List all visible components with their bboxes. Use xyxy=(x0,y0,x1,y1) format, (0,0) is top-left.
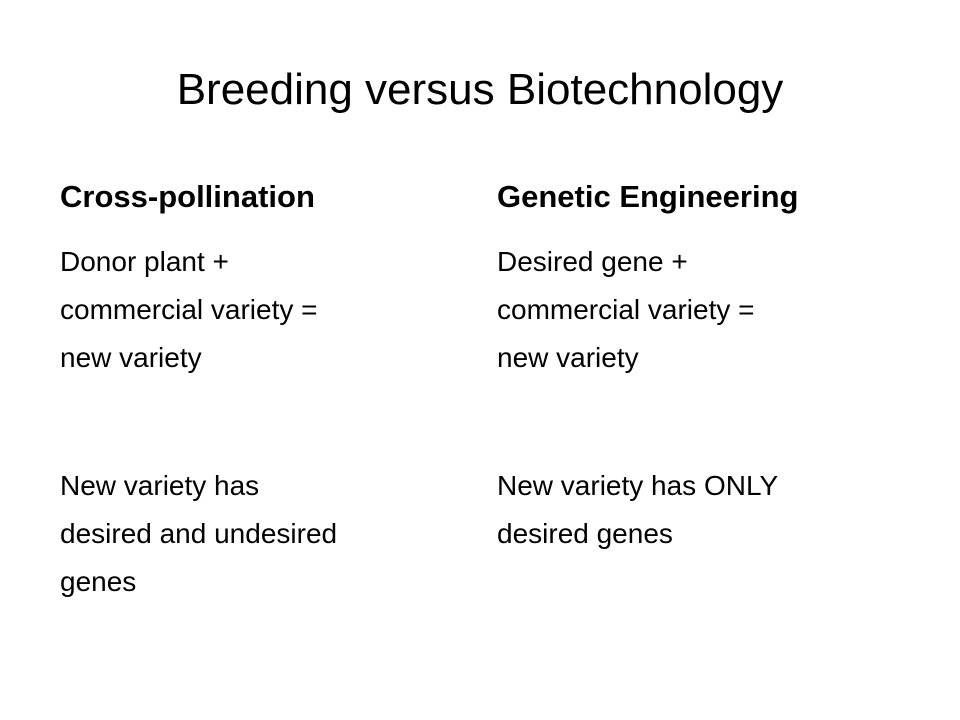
text-line: New variety has xyxy=(60,470,260,501)
paragraph: New variety has ONLY desired genes xyxy=(497,462,917,558)
text-line: commercial variety = xyxy=(60,294,318,325)
slide-title: Breeding versus Biotechnology xyxy=(176,65,784,114)
paragraph: Donor plant + commercial variety = new var… xyxy=(60,238,480,382)
column-heading: Cross-pollination xyxy=(60,179,315,214)
column: Genetic Engineering Desired gene + commerc… xyxy=(497,172,917,558)
text-line: commercial variety = xyxy=(497,294,755,325)
column: Cross-pollination Donor plant + commercial… xyxy=(60,172,480,606)
column-heading: Genetic Engineering xyxy=(497,179,799,214)
paragraph: New variety has desired and undesired gene… xyxy=(60,462,480,606)
text-line: Desired gene + xyxy=(497,246,688,277)
text-line: genes xyxy=(60,566,137,597)
text-line: new variety xyxy=(60,342,202,373)
paragraph: Desired gene + commercial variety = new va… xyxy=(497,238,917,382)
text-line: New variety has ONLY xyxy=(497,470,779,501)
text-line: Donor plant + xyxy=(60,246,229,277)
text-line: new variety xyxy=(497,342,639,373)
text-line: desired genes xyxy=(497,518,673,549)
text-line: desired and undesired xyxy=(60,518,338,549)
